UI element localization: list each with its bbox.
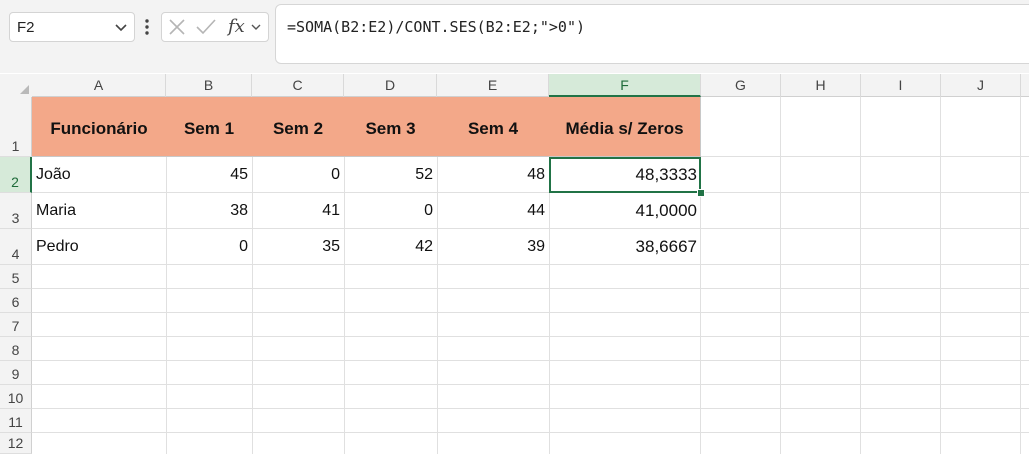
cell-f3[interactable]: 41,0000	[635, 201, 697, 220]
cell-c3[interactable]: 41	[322, 202, 340, 219]
row-header-6[interactable]: 6	[0, 289, 32, 313]
header-cell-sem3[interactable]: Sem 3	[344, 97, 438, 157]
gridline	[437, 97, 438, 454]
insert-function-button[interactable]: fx	[228, 16, 245, 37]
row-header-7[interactable]: 7	[0, 313, 32, 337]
row-header-10[interactable]: 10	[0, 385, 32, 409]
name-box-value: F2	[17, 19, 35, 36]
gridline	[32, 312, 1029, 313]
cell-e3[interactable]: 44	[527, 202, 545, 219]
column-header-e[interactable]: E	[437, 74, 549, 97]
column-header-c[interactable]: C	[252, 74, 344, 97]
gridline	[32, 384, 1029, 385]
row-header-4[interactable]: 4	[0, 229, 32, 265]
column-header-h[interactable]: H	[781, 74, 861, 97]
column-header-bar	[0, 74, 1029, 97]
cell-a2[interactable]: João	[36, 166, 71, 183]
column-header-f[interactable]: F	[549, 74, 701, 97]
cell-a3[interactable]: Maria	[36, 202, 77, 219]
gridline	[32, 408, 1029, 409]
gridline	[32, 264, 1029, 265]
gridline	[344, 97, 345, 454]
header-cell-sem4[interactable]: Sem 4	[437, 97, 550, 157]
column-header-i[interactable]: I	[861, 74, 941, 97]
gridline	[166, 97, 167, 454]
row-header-11[interactable]: 11	[0, 409, 32, 433]
gridline	[252, 97, 253, 454]
row-header-1[interactable]: 1	[0, 97, 32, 157]
formula-controls: fx	[161, 12, 269, 42]
header-cell-sem1[interactable]: Sem 1	[166, 97, 253, 157]
fill-handle[interactable]	[697, 189, 705, 197]
row-header-8[interactable]: 8	[0, 337, 32, 361]
header-cell-funcionario[interactable]: Funcionário	[32, 97, 167, 157]
cell-e2[interactable]: 48	[527, 166, 545, 183]
cell-e4[interactable]: 39	[527, 238, 545, 255]
more-options-icon[interactable]	[143, 16, 151, 38]
select-all-button[interactable]	[0, 74, 32, 97]
cell-b3[interactable]: 38	[230, 202, 248, 219]
cell-d4[interactable]: 42	[415, 238, 433, 255]
column-header-a[interactable]: A	[32, 74, 166, 97]
column-header-j[interactable]: J	[941, 74, 1021, 97]
gridline	[32, 336, 1029, 337]
gridline	[32, 228, 1029, 229]
row-header-9[interactable]: 9	[0, 361, 32, 385]
chevron-down-icon[interactable]	[114, 20, 128, 34]
cell-d2[interactable]: 52	[415, 166, 433, 183]
column-header-d[interactable]: D	[344, 74, 437, 97]
cell-b4[interactable]: 0	[239, 238, 248, 255]
chevron-down-icon[interactable]	[250, 21, 262, 33]
gridline	[549, 97, 550, 454]
header-cell-media[interactable]: Média s/ Zeros	[549, 97, 701, 157]
gridline	[700, 97, 701, 454]
gridline	[940, 97, 941, 454]
gridline	[1020, 97, 1021, 454]
row-header-12[interactable]: 12	[0, 433, 32, 454]
cell-b2[interactable]: 45	[230, 166, 248, 183]
gridline	[32, 432, 1029, 433]
gridline	[32, 288, 1029, 289]
gridline	[780, 97, 781, 454]
name-box[interactable]: F2	[9, 12, 135, 42]
cell-c4[interactable]: 35	[322, 238, 340, 255]
formula-text: =SOMA(B2:E2)/CONT.SES(B2:E2;">0")	[287, 18, 586, 36]
column-header-g[interactable]: G	[701, 74, 781, 97]
formula-input[interactable]: =SOMA(B2:E2)/CONT.SES(B2:E2;">0")	[275, 4, 1029, 64]
gridline	[32, 360, 1029, 361]
check-icon[interactable]	[195, 18, 217, 36]
cell-c2[interactable]: 0	[331, 166, 340, 183]
column-header-b[interactable]: B	[166, 74, 252, 97]
cancel-icon[interactable]	[168, 18, 186, 36]
header-cell-sem2[interactable]: Sem 2	[252, 97, 345, 157]
gridline	[32, 192, 1029, 193]
cell-f2[interactable]: 48,3333	[635, 165, 697, 184]
cell-a4[interactable]: Pedro	[36, 238, 79, 255]
row-header-2[interactable]: 2	[0, 157, 32, 193]
select-all-triangle	[20, 85, 29, 94]
row-header-5[interactable]: 5	[0, 265, 32, 289]
row-header-3[interactable]: 3	[0, 193, 32, 229]
active-cell-border	[549, 157, 701, 193]
cell-d3[interactable]: 0	[424, 202, 433, 219]
cell-f4[interactable]: 38,6667	[635, 237, 697, 256]
gridline	[860, 97, 861, 454]
